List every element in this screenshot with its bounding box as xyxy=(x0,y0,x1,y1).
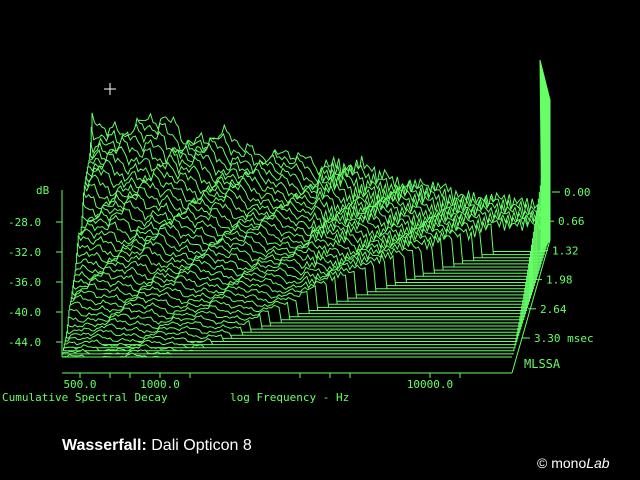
time-tick-label: 2.64 xyxy=(540,303,567,316)
time-tick-label: 3.30 msec xyxy=(534,332,594,345)
time-tick-label: 0.66 xyxy=(558,215,585,228)
decay-slice xyxy=(62,348,514,355)
caption-label: Wasserfall: xyxy=(62,437,147,454)
time-tick-label: 1.98 xyxy=(546,274,573,287)
decay-slices xyxy=(61,59,551,358)
copyright: © monoLab xyxy=(537,455,610,471)
decay-slice xyxy=(64,333,517,346)
caption-product: Dali Opticon 8 xyxy=(151,437,252,454)
brand-label: MLSSA xyxy=(524,357,561,371)
x-tick-label: 1000.0 xyxy=(140,378,180,391)
chart-title: Cumulative Spectral Decay xyxy=(2,391,168,404)
y-tick-label: -44.0 xyxy=(8,336,41,349)
y-tick-label: -40.0 xyxy=(8,306,41,319)
y-tick-label: -32.0 xyxy=(8,246,41,259)
tick-labels: -28.0 -32.0 -36.0 -40.0 -44.0 500.0 1000.0 1000… xyxy=(8,186,594,391)
time-tick-label: 0.00 xyxy=(564,186,591,199)
x-tick-label: 500.0 xyxy=(63,378,96,391)
y-axis-label: dB xyxy=(36,184,50,197)
y-tick-label: -28.0 xyxy=(8,216,41,229)
decay-slice xyxy=(63,339,516,349)
caption: Wasserfall: Dali Opticon 8 xyxy=(62,437,252,455)
axes xyxy=(61,190,551,374)
decay-slice xyxy=(63,343,515,352)
time-axis-line xyxy=(511,239,551,374)
x-tick-label: 10000.0 xyxy=(407,378,453,391)
decay-slice xyxy=(61,352,512,358)
cursor-crosshair-icon xyxy=(104,83,116,95)
time-tick-label: 1.32 xyxy=(552,244,579,257)
y-tick-label: -36.0 xyxy=(8,276,41,289)
copyright-italic: Lab xyxy=(586,455,610,471)
copyright-text: © mono xyxy=(537,455,587,471)
x-axis-label: log Frequency - Hz xyxy=(230,391,349,404)
